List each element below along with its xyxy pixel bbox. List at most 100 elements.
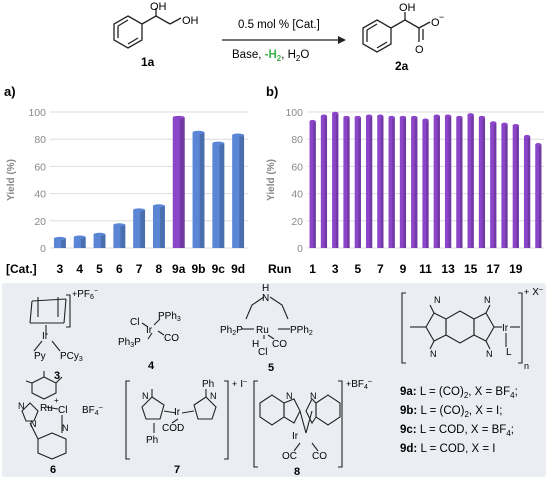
c3-metal: Ir	[42, 331, 49, 342]
bar-cap	[113, 223, 126, 227]
c7-n2: N	[210, 391, 217, 401]
c4-label: 4	[148, 360, 155, 372]
c7-n1: N	[142, 391, 149, 401]
chart-b-xlabel: Run	[268, 262, 291, 276]
c4-pph3-bottom: Ph3P	[118, 337, 141, 349]
oh-label-1: OH	[150, 1, 167, 13]
bar-cap	[192, 130, 205, 134]
bar	[422, 120, 429, 248]
x-tick-label: 6	[116, 262, 123, 276]
bar	[93, 234, 106, 248]
bar	[212, 143, 225, 248]
bar-cap	[133, 208, 146, 212]
bar-cap	[73, 235, 86, 239]
bar-cap	[523, 134, 531, 139]
bar-cap	[343, 115, 350, 120]
bar-cap	[354, 115, 361, 120]
c6-metal: Ru	[40, 403, 53, 414]
c5-label: 5	[268, 362, 274, 374]
chart-b-ylabel: Yield (%)	[266, 159, 277, 201]
chart-b-bars	[309, 111, 542, 248]
bar	[172, 117, 185, 248]
bar-shade	[324, 116, 328, 248]
bar-cap	[444, 114, 452, 118]
bar	[332, 113, 339, 248]
c9-charge: + X–	[524, 286, 543, 298]
y-tick-label: 20	[34, 216, 46, 228]
x-tick-label: 9a	[172, 262, 186, 276]
carbonyl-o: O	[415, 44, 424, 56]
c4-cl: Cl	[130, 317, 139, 328]
x-tick-label: 7	[136, 262, 143, 276]
bar-cap	[535, 143, 542, 147]
bar-cap	[53, 236, 66, 241]
bar-cap	[422, 118, 429, 122]
c6-cl: Cl	[58, 405, 67, 416]
c5-hydride: H	[252, 339, 259, 350]
c4-metal: Ir	[146, 325, 153, 336]
bar-shade	[392, 117, 395, 248]
c9-n-subscript: n	[524, 361, 529, 371]
bar-shade	[160, 205, 165, 248]
catalyst-9-structure	[401, 292, 523, 364]
carboxylate-charge: −	[439, 12, 444, 22]
c7-label: 7	[174, 464, 180, 476]
bar-shade	[482, 117, 486, 248]
conditions-top: 0.5 mol % [Cat.]	[238, 19, 320, 31]
bar-cap	[93, 232, 106, 236]
y-tick-label: 0	[40, 243, 46, 255]
c8-co: CO	[312, 451, 327, 462]
bar-shade	[335, 113, 339, 248]
bar-shade	[493, 122, 497, 248]
conditions-bottom: Base, -H2, H2O	[232, 49, 309, 63]
x-tick-label: 9d	[231, 262, 245, 276]
bar-shade	[179, 117, 185, 248]
y-tick-label: 40	[34, 189, 46, 201]
bar	[320, 116, 328, 248]
bar	[456, 117, 463, 248]
bar-shade	[426, 120, 429, 248]
bar-shade	[471, 114, 474, 248]
bar-cap	[152, 204, 165, 208]
c8-label: 8	[294, 466, 300, 477]
catalyst-6-structure	[21, 371, 67, 460]
bar-shade	[120, 224, 126, 248]
bar-shade	[448, 116, 452, 248]
catalyst-9-legend-row: 9a: L = (CO)2, X = BF4;	[400, 386, 518, 400]
bar-cap	[467, 113, 474, 117]
c9-n1: N	[434, 295, 441, 305]
bar-shade	[459, 117, 463, 248]
x-tick-label: 5	[354, 262, 361, 276]
catalyst-9-legend-row: 9b: L = (CO)2, X = I;	[400, 405, 502, 419]
x-tick-label: 9c	[212, 262, 226, 276]
y-tick-label: 100	[285, 107, 303, 119]
x-tick-label: 4	[76, 262, 83, 276]
bar-shade	[347, 117, 350, 248]
x-tick-label: 9	[400, 262, 407, 276]
bar	[478, 117, 486, 248]
c7-charge: + I–	[232, 378, 247, 390]
catalyst-3-structure	[29, 294, 71, 352]
c3-charge: +PF6−	[72, 288, 98, 301]
bar-cap	[172, 115, 185, 120]
c9-n3: N	[484, 295, 491, 305]
chart-a: a) 0 20 40 60 80 100 Yield (%) 3 4 5 6 7 8 9a 9b 9c 9d…	[4, 84, 248, 276]
bar-shade	[505, 124, 508, 248]
bar	[343, 117, 350, 248]
c9-n2: N	[430, 349, 437, 359]
bar-shade	[239, 135, 245, 248]
reactant-structure	[113, 8, 182, 49]
catalyst-9-legend: 9a: L = (CO)2, X = BF4; 9b: L = (CO)2, X …	[400, 386, 518, 455]
bar-cap	[501, 122, 508, 126]
bar	[113, 224, 126, 248]
bar-shade	[516, 125, 519, 248]
c3-py: Py	[34, 351, 46, 362]
c8-metal: Ir	[292, 431, 299, 442]
bar	[512, 125, 519, 248]
y-tick-label: 80	[291, 134, 303, 146]
c3-label: 3	[54, 370, 60, 382]
x-tick-label: 5	[96, 262, 103, 276]
c5-cl: Cl	[258, 347, 267, 358]
x-tick-label: 17	[487, 262, 501, 276]
y-tick-label: 80	[34, 134, 46, 146]
